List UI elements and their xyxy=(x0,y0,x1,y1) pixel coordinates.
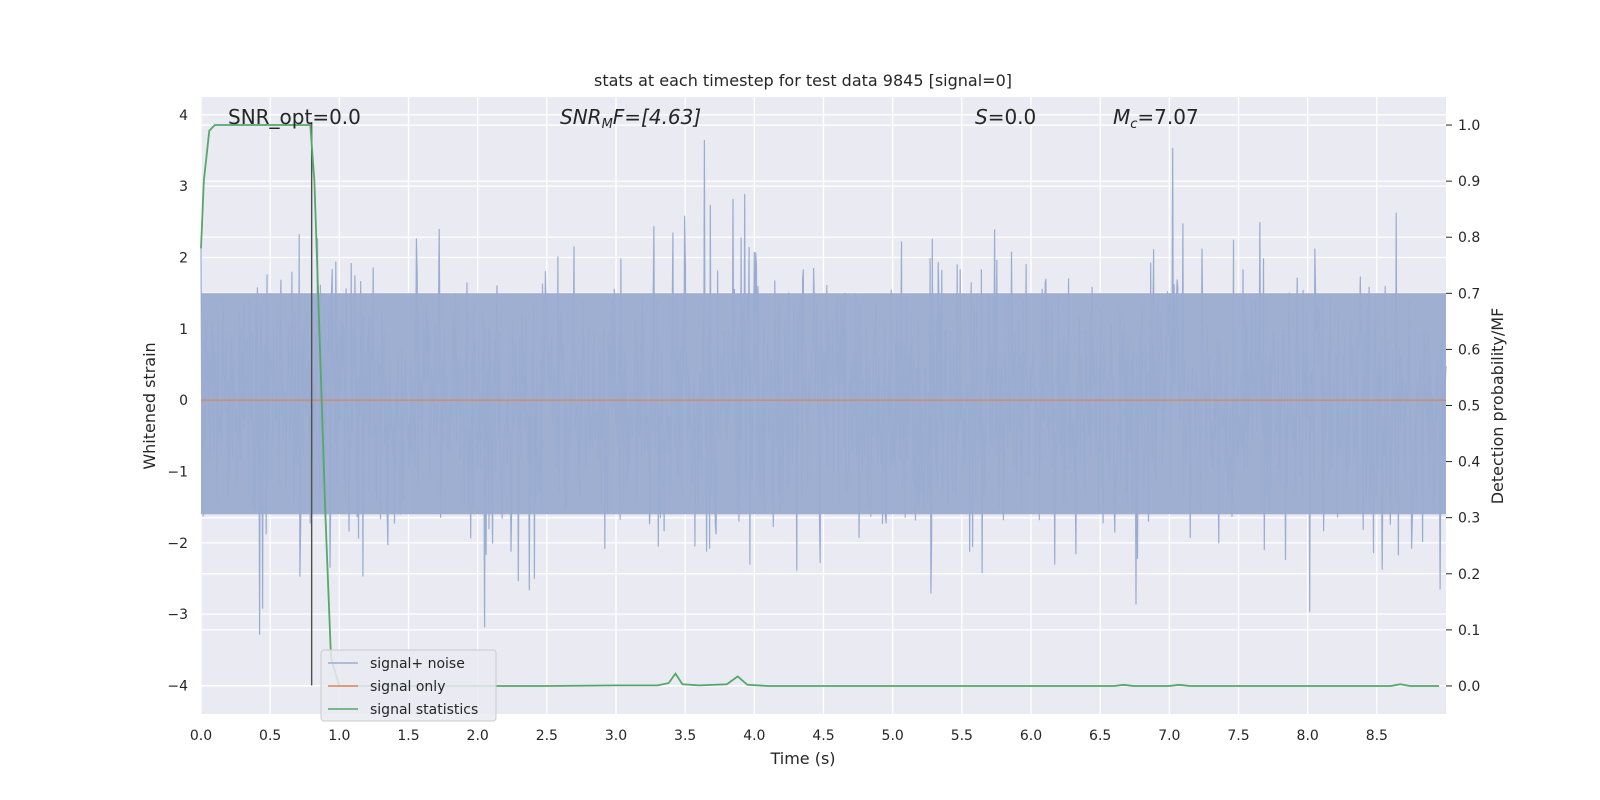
legend-entry-signal-only: signal only xyxy=(370,679,445,695)
series-signal-plus-noise xyxy=(200,139,1447,635)
x-tick-label: 0.5 xyxy=(259,728,281,744)
x-tick-label: 2.5 xyxy=(536,728,558,744)
y-tick-label: 1 xyxy=(179,322,188,338)
legend-entry-noise: signal+ noise xyxy=(370,656,465,672)
x-tick-label: 8.5 xyxy=(1366,728,1388,744)
x-tick-label: 0.0 xyxy=(190,728,212,744)
y2-axis-ticks: 0.0 0.1 0.2 0.3 0.4 0.5 0.6 0.7 0.8 0.9 1.0 xyxy=(1446,118,1480,695)
legend-entry-statistics: signal statistics xyxy=(370,702,478,718)
series-signal-statistics xyxy=(200,124,1440,687)
legend-box xyxy=(320,649,497,722)
y2-tick-label: 1.0 xyxy=(1458,118,1480,134)
y-tick-label: −4 xyxy=(167,678,188,694)
y-tick-label: −1 xyxy=(167,464,188,480)
y2-tick-label: 0.8 xyxy=(1458,230,1480,246)
x-tick-label: 1.5 xyxy=(397,728,419,744)
annotation-mc: Mc=7.07 xyxy=(1113,105,1199,132)
y2-axis-label: Detection probability/MF xyxy=(1488,308,1507,505)
y-tick-label: 0 xyxy=(179,393,188,409)
y2-tick-label: 0.0 xyxy=(1458,679,1480,695)
x-axis-label: Time (s) xyxy=(769,749,835,768)
x-tick-label: 8.0 xyxy=(1297,728,1319,744)
y2-tick-label: 0.1 xyxy=(1458,623,1480,639)
x-tick-label: 2.0 xyxy=(467,728,489,744)
x-tick-label: 4.5 xyxy=(812,728,834,744)
x-tick-label: 7.5 xyxy=(1227,728,1249,744)
x-tick-label: 5.0 xyxy=(882,728,904,744)
y2-tick-label: 0.3 xyxy=(1458,511,1480,527)
legend: signal+ noise signal only signal statist… xyxy=(320,649,497,722)
x-tick-label: 5.5 xyxy=(951,728,973,744)
x-tick-label: 7.0 xyxy=(1158,728,1180,744)
y2-tick-label: 0.9 xyxy=(1458,174,1480,190)
y2-tick-label: 0.2 xyxy=(1458,567,1480,583)
x-axis-ticks: 0.0 0.5 1.0 1.5 2.0 2.5 3.0 3.5 4.0 4.5 5.0 5.5 6.0 6… xyxy=(190,728,1388,744)
y-tick-label: −2 xyxy=(167,536,188,552)
x-tick-label: 3.0 xyxy=(605,728,627,744)
annotation-snr-mf: SNRMF=[4.63] xyxy=(560,105,701,132)
noise-trace xyxy=(200,139,1447,635)
chart-title: stats at each timestep for test data 984… xyxy=(594,71,1012,90)
x-tick-label: 4.0 xyxy=(743,728,765,744)
y-tick-label: 4 xyxy=(179,108,188,124)
y-tick-label: −3 xyxy=(167,607,188,623)
x-tick-label: 3.5 xyxy=(674,728,696,744)
y2-tick-label: 0.6 xyxy=(1458,342,1480,358)
annotation-snr-opt: SNR_opt=0.0 xyxy=(228,105,361,129)
y-tick-label: 2 xyxy=(179,250,188,266)
x-tick-label: 6.5 xyxy=(1089,728,1111,744)
x-tick-label: 6.0 xyxy=(1020,728,1042,744)
annotation-s: S=0.0 xyxy=(975,105,1036,129)
y-axis-ticks: −4 −3 −2 −1 0 1 2 3 4 xyxy=(167,108,188,695)
y-tick-label: 3 xyxy=(179,179,188,195)
y2-tick-label: 0.5 xyxy=(1458,399,1480,415)
y2-tick-label: 0.7 xyxy=(1458,286,1480,302)
x-tick-label: 1.0 xyxy=(328,728,350,744)
y2-tick-label: 0.4 xyxy=(1458,455,1480,471)
y-axis-label: Whitened strain xyxy=(140,342,159,469)
